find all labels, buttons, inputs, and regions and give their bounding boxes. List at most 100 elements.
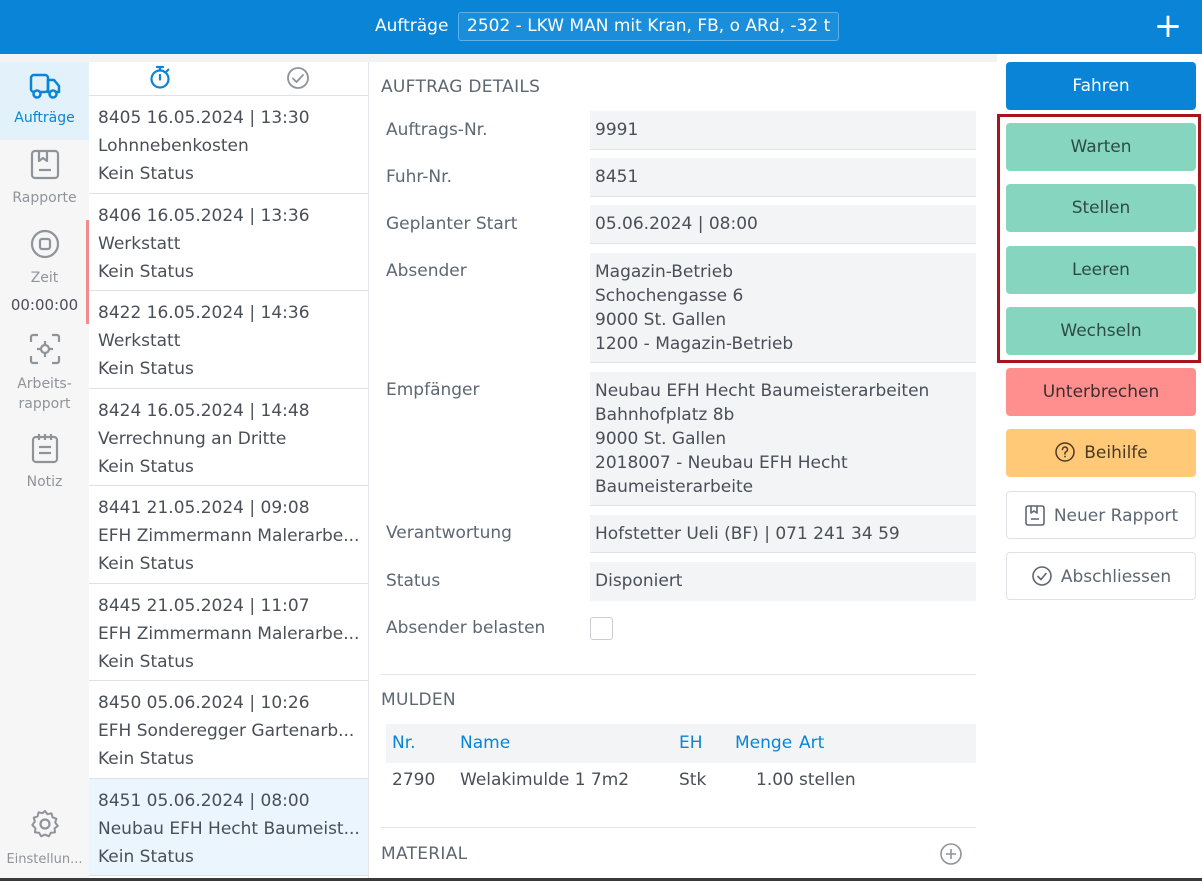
- mulden-row-nr: 2790: [392, 770, 436, 790]
- timer-display: 00:00:00: [10, 296, 79, 314]
- vehicle-selector[interactable]: 2502 - LKW MAN mit Kran, FB, o ARd, -32 …: [458, 12, 840, 41]
- empfaenger-line: Bahnhofplatz 8b: [595, 405, 735, 425]
- stellen-button[interactable]: Stellen: [1006, 184, 1196, 232]
- order-item-8445[interactable]: 8445 21.05.2024 | 11:07 EFH Zimmermann M…: [89, 584, 368, 681]
- nav-item-notiz[interactable]: Notiz: [0, 432, 89, 492]
- mulden-row-menge: 1.00: [756, 770, 794, 790]
- tab-done-orders[interactable]: [283, 64, 313, 92]
- stop-icon: [30, 229, 59, 259]
- abschliessen-button[interactable]: Abschliessen: [1006, 552, 1196, 600]
- empfaenger-line: Baumeisterarbeite: [595, 477, 754, 497]
- order-head: 8445 21.05.2024 | 11:07: [98, 595, 310, 616]
- details-section-title: AUFTRAG DETAILS: [381, 77, 541, 97]
- leeren-button[interactable]: Leeren: [1006, 246, 1196, 294]
- order-title: Werkstatt: [98, 331, 181, 351]
- absender-line: 1200 - Magazin-Betrieb: [595, 334, 794, 354]
- order-status: Kein Status: [98, 749, 194, 769]
- gear-icon: [30, 810, 59, 838]
- order-head: 8406 16.05.2024 | 13:36: [98, 205, 310, 226]
- absender-line: 9000 St. Gallen: [595, 310, 727, 330]
- col-menge: Menge: [735, 733, 793, 753]
- order-head: 8441 21.05.2024 | 09:08: [98, 498, 310, 518]
- col-eh: EH: [679, 733, 703, 753]
- order-title: EFH Zimmermann Malerarbe...: [98, 526, 360, 546]
- status-label: Status: [386, 571, 441, 591]
- nav-item-zeit[interactable]: Zeit: [0, 228, 89, 288]
- nav-label-arbeitsrapport-2: rapport: [18, 396, 71, 412]
- neuer-rapport-button[interactable]: Neuer Rapport: [1006, 491, 1196, 539]
- order-title: EFH Sonderegger Gartenarb...: [98, 721, 355, 741]
- order-item-8451[interactable]: 8451 05.06.2024 | 08:00 Neubau EFH Hecht…: [89, 778, 368, 876]
- unterbrechen-button[interactable]: Unterbrechen: [1006, 368, 1196, 416]
- tab-open-orders[interactable]: [145, 64, 175, 92]
- col-art: Art: [799, 733, 825, 753]
- order-head: 8405 16.05.2024 | 13:30: [98, 108, 310, 128]
- nav-label-arbeitsrapport-1: Arbeits-: [17, 376, 72, 392]
- beihilfe-button[interactable]: Beihilfe: [1006, 429, 1196, 477]
- stopwatch-icon: [150, 65, 170, 89]
- add-material-icon[interactable]: [939, 842, 963, 866]
- nav-label-rapporte: Rapporte: [12, 190, 77, 206]
- nav-item-rapporte[interactable]: Rapporte: [0, 148, 89, 208]
- fahren-button[interactable]: Fahren: [1006, 62, 1196, 110]
- absender-belasten-checkbox[interactable]: [590, 617, 613, 640]
- check-circle-icon: [287, 67, 309, 89]
- order-status: Kein Status: [98, 456, 194, 477]
- order-head: 8424 16.05.2024 | 14:48: [98, 400, 310, 421]
- warten-button[interactable]: Warten: [1006, 123, 1196, 171]
- neuer-rapport-label: Neuer Rapport: [1053, 506, 1179, 526]
- col-name: Name: [460, 733, 511, 753]
- help-circle-icon: [1055, 441, 1075, 462]
- auftrags-nr-value: 9991: [590, 111, 976, 150]
- top-bar: Aufträge 2502 - LKW MAN mit Kran, FB, o …: [0, 0, 1202, 54]
- mulden-section-title: MULDEN: [381, 690, 456, 710]
- wechseln-button[interactable]: Wechseln: [1006, 307, 1196, 355]
- report-icon: [1025, 504, 1045, 526]
- order-head: 8422 16.05.2024 | 14:36: [98, 303, 310, 323]
- orders-list-header: [89, 62, 368, 96]
- nav-item-arbeitsrapport[interactable]: Arbeits- rapport: [0, 332, 89, 416]
- order-item-8422[interactable]: 8422 16.05.2024 | 14:36 Werkstatt Kein S…: [89, 291, 368, 389]
- order-item-8405[interactable]: 8405 16.05.2024 | 13:30 Lohnnebenkosten …: [89, 96, 368, 194]
- order-title: Neubau EFH Hecht Baumeist...: [98, 818, 360, 839]
- order-status: Kein Status: [98, 651, 194, 672]
- beihilfe-label: Beihilfe: [1084, 443, 1148, 463]
- order-item-8424[interactable]: 8424 16.05.2024 | 14:48 Verrechnung an D…: [89, 389, 368, 486]
- col-nr: Nr.: [392, 733, 416, 753]
- order-item-8441[interactable]: 8441 21.05.2024 | 09:08 EFH Zimmermann M…: [89, 486, 368, 584]
- start-value: 05.06.2024 | 08:00: [590, 205, 976, 244]
- scan-icon: [29, 333, 60, 365]
- auftrags-nr-label: Auftrags-Nr.: [386, 120, 488, 140]
- absender-line: Schochengasse 6: [595, 286, 744, 306]
- empfaenger-line: 9000 St. Gallen: [595, 429, 727, 449]
- fuhr-nr-label: Fuhr-Nr.: [386, 167, 452, 187]
- nav-label-zeit: Zeit: [30, 270, 59, 286]
- orders-list: 8405 16.05.2024 | 13:30 Lohnnebenkosten …: [89, 62, 369, 881]
- truck-icon: [29, 73, 60, 99]
- nav-label-notiz: Notiz: [26, 474, 63, 490]
- nav-label-auftraege: Aufträge: [14, 110, 75, 126]
- notepad-icon: [31, 434, 58, 464]
- order-title: Werkstatt: [98, 233, 181, 254]
- nav-item-einstellungen[interactable]: Einstellun...: [0, 808, 89, 868]
- action-panel: Fahren Warten Stellen Leeren Wechseln Un…: [997, 54, 1202, 881]
- add-button[interactable]: +: [1153, 6, 1183, 46]
- status-value: Disponiert: [590, 562, 976, 601]
- absender-line: Magazin-Betrieb: [595, 262, 733, 282]
- section-divider: [381, 674, 976, 675]
- verantwortung-label: Verantwortung: [386, 523, 512, 543]
- material-section-title: MATERIAL: [381, 844, 468, 864]
- order-head: 8450 05.06.2024 | 10:26: [98, 693, 310, 713]
- nav-label-einstellungen: Einstellun...: [6, 852, 83, 867]
- bottom-edge: [0, 878, 1202, 881]
- page-title: Aufträge: [375, 16, 449, 36]
- order-title: Verrechnung an Dritte: [98, 428, 287, 449]
- belasten-label: Absender belasten: [386, 618, 546, 638]
- order-head: 8451 05.06.2024 | 08:00: [98, 790, 310, 811]
- nav-item-auftraege[interactable]: Aufträge: [0, 62, 89, 140]
- empfaenger-label: Empfänger: [386, 380, 480, 400]
- verantwortung-value: Hofstetter Ueli (BF) | 071 241 34 59: [590, 515, 976, 553]
- order-item-8450[interactable]: 8450 05.06.2024 | 10:26 EFH Sonderegger …: [89, 681, 368, 779]
- order-item-8406[interactable]: 8406 16.05.2024 | 13:36 Werkstatt Kein S…: [89, 194, 368, 291]
- mulden-row-art: stellen: [799, 770, 856, 790]
